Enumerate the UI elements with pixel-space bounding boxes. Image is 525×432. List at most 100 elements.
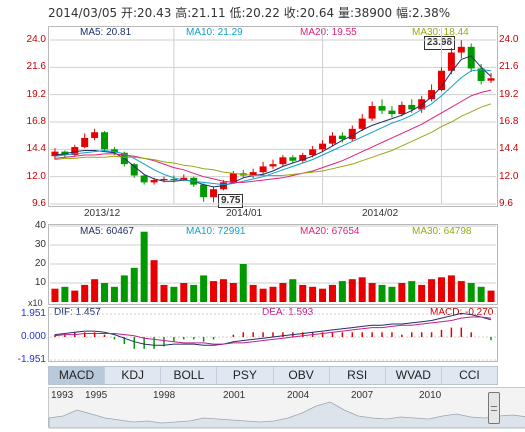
price-y-tick-left: 16.8 <box>26 116 46 127</box>
high-label: 高: <box>175 6 192 20</box>
volume-y-tick: 20 <box>34 258 46 269</box>
price-y-tick-left: 24.0 <box>26 34 46 45</box>
volume-bar <box>249 284 257 302</box>
tab-macd[interactable]: MACD <box>49 367 106 384</box>
candle-body <box>319 143 327 150</box>
candle-body <box>378 106 386 111</box>
candle-body <box>338 135 346 140</box>
macd-y-tick: 1.951 <box>20 308 46 319</box>
volume-bar <box>309 286 317 302</box>
indicator-tabs: MACD KDJ BOLL PSY OBV RSI WVAD CCI <box>48 366 498 385</box>
price-y-tick-left: 14.4 <box>26 143 46 155</box>
volume-value: 38900 <box>353 6 393 20</box>
close-label: 收: <box>283 6 300 20</box>
volume-bar <box>338 281 346 302</box>
close-value: 20.64 <box>299 6 335 20</box>
candle-body <box>71 147 79 156</box>
macd-y-tick: -1.951 <box>17 354 46 365</box>
candle-body <box>200 184 208 198</box>
volume-bar <box>219 279 227 302</box>
volume-bar <box>229 283 237 302</box>
price-y-tick-right: 9.6 <box>499 198 513 209</box>
timeline-sparkline <box>48 401 525 429</box>
volume-ma5-label: MA5: 60467 <box>80 226 134 237</box>
volume-bar <box>378 284 386 302</box>
volume-bar <box>348 279 356 302</box>
candle-body <box>328 135 336 144</box>
timeline-drag-handle[interactable] <box>488 392 500 424</box>
volume-bar <box>180 283 188 302</box>
volume-bar <box>210 281 218 302</box>
candle-body <box>467 46 475 69</box>
volume-bar <box>170 286 178 302</box>
candle-body <box>150 180 158 183</box>
volume-bar <box>279 283 287 302</box>
volume-bar <box>437 277 445 302</box>
price-ma30-line <box>54 103 492 176</box>
candle-body <box>388 110 396 115</box>
price-y-tick-right: 12.0 <box>499 170 519 182</box>
tab-cci[interactable]: CCI <box>459 368 480 382</box>
candle-body <box>299 155 307 161</box>
volume-bar <box>91 279 99 302</box>
volume-ma20-label: MA20: 67654 <box>300 226 360 237</box>
volume-bar <box>319 288 327 302</box>
tab-psy[interactable]: PSY <box>217 367 274 384</box>
volume-bar <box>239 264 247 302</box>
candle-body <box>91 132 99 138</box>
volume-bar <box>368 283 376 302</box>
candle-body <box>447 52 455 71</box>
volume-bar <box>289 279 297 302</box>
quote-date: 2014/03/05 <box>48 6 118 20</box>
tab-kdj[interactable]: KDJ <box>105 367 162 384</box>
price-ma20-line <box>54 89 492 183</box>
price-y-tick-right: 24.0 <box>499 34 519 45</box>
candle-body <box>408 104 416 110</box>
volume-bar <box>467 283 475 302</box>
volume-bar <box>418 284 426 302</box>
price-ma5-label: MA5: 20.81 <box>80 27 132 38</box>
candle-body <box>487 78 495 81</box>
candle-body <box>398 104 406 115</box>
price-y-tick-left: 19.2 <box>26 88 46 100</box>
volume-y-tick: 30 <box>34 239 46 250</box>
low-label: 低: <box>229 6 246 20</box>
tab-wvad[interactable]: WVAD <box>386 367 442 384</box>
x-tick-2014-02: 2014/02 <box>362 208 399 219</box>
tab-obv[interactable]: OBV <box>274 367 330 384</box>
volume-bar <box>408 281 416 302</box>
candle-body <box>210 189 218 198</box>
timeline-year-2001: 2001 <box>223 390 246 401</box>
tab-rsi[interactable]: RSI <box>330 367 386 384</box>
candle-body <box>180 177 188 181</box>
candle-body <box>269 164 277 167</box>
candle-body <box>437 70 445 91</box>
volume-y-tick: 10 <box>34 277 46 288</box>
open-label: 开: <box>121 6 138 20</box>
candle-body <box>81 137 89 148</box>
open-value: 20.43 <box>137 6 172 20</box>
candle-body <box>61 151 69 156</box>
volume-bar <box>130 267 138 302</box>
volume-label: 量: <box>337 6 354 20</box>
macd-y-tick: 0.000 <box>20 331 46 342</box>
timeline-navigator[interactable]: 1993 1995 1998 2001 2004 2007 2010 <box>48 387 525 429</box>
volume-bar <box>140 231 148 302</box>
volume-bar <box>328 284 336 302</box>
volume-bar <box>428 279 436 302</box>
price-y-tick-right: 19.2 <box>499 88 519 100</box>
candle-body <box>309 149 317 156</box>
volume-bar <box>457 281 465 302</box>
volume-bar <box>81 284 89 302</box>
volume-bar <box>150 260 158 302</box>
tab-boll[interactable]: BOLL <box>161 367 218 384</box>
volume-bar <box>200 275 208 302</box>
volume-bar <box>61 286 69 302</box>
change-value: 2.38% <box>412 6 451 20</box>
price-y-tick-left: 9.6 <box>32 198 46 209</box>
price-ma30-label: MA30: 18.44 <box>412 27 469 38</box>
x-tick-2014-01: 2014/01 <box>226 208 263 219</box>
volume-bar <box>477 286 485 302</box>
volume-bar <box>71 290 79 302</box>
